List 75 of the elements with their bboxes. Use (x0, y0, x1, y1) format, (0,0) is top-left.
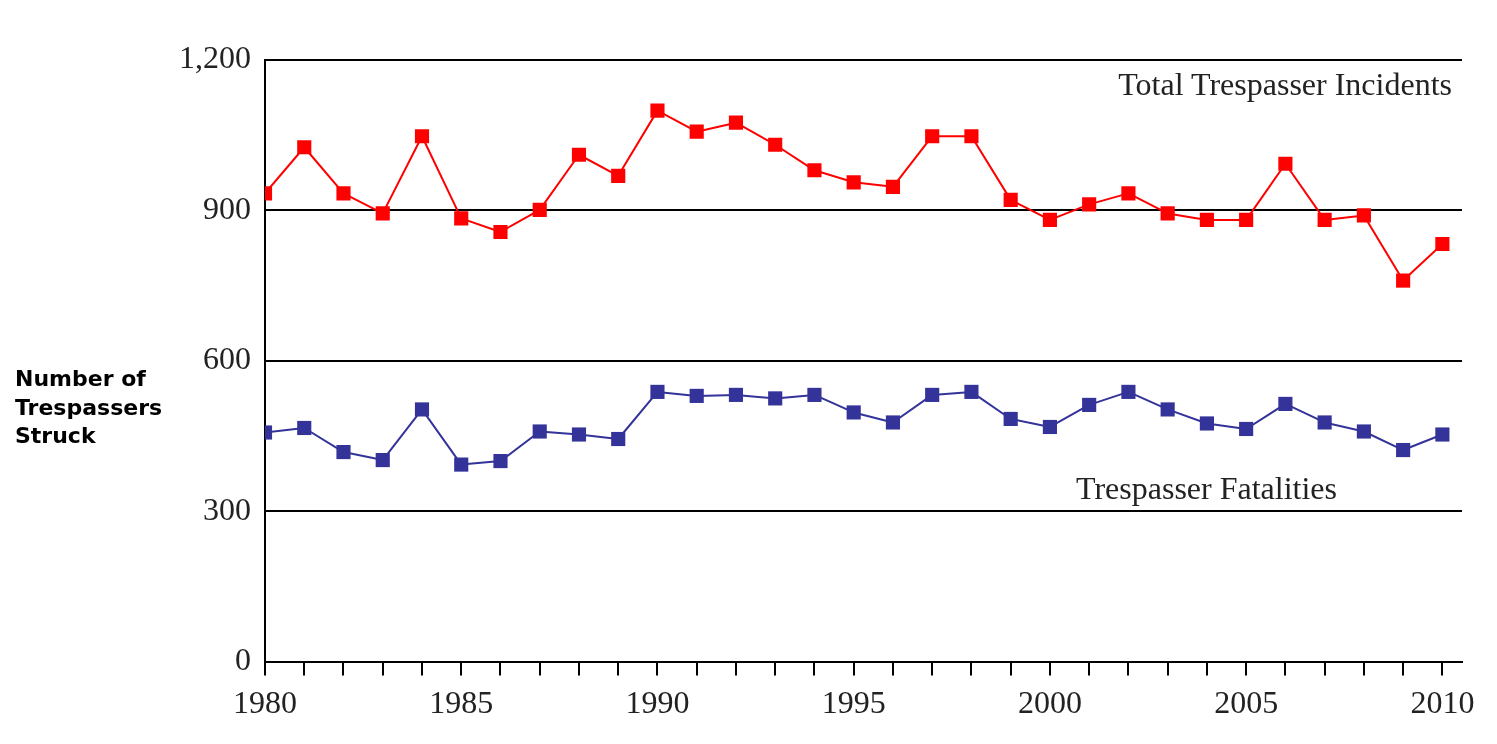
point (1317, 415, 1332, 430)
y-tick-label: 900 (203, 189, 251, 226)
point (297, 420, 312, 436)
point (336, 186, 351, 201)
point (493, 454, 508, 469)
point (689, 388, 704, 403)
point (807, 387, 822, 402)
y-tick-label: 0 (235, 641, 251, 678)
point (1160, 402, 1175, 417)
point (768, 391, 783, 406)
point (689, 124, 704, 139)
point (807, 163, 822, 178)
point (1396, 442, 1411, 458)
point (571, 427, 587, 442)
point (885, 415, 901, 430)
point (768, 137, 783, 152)
point (1042, 419, 1057, 435)
point (532, 202, 547, 217)
point (1435, 236, 1450, 252)
point (375, 206, 390, 221)
point (414, 402, 430, 417)
point (1396, 273, 1411, 288)
point (297, 140, 312, 155)
point (1199, 416, 1214, 431)
point (336, 444, 351, 460)
point (1042, 212, 1057, 227)
point (1160, 206, 1175, 221)
point (925, 129, 940, 144)
point (414, 129, 430, 144)
point (1239, 421, 1254, 437)
point (925, 387, 940, 402)
point (375, 452, 390, 468)
x-tick-label: 2000 (1017, 684, 1082, 721)
point (493, 224, 508, 240)
y-tick-label: 600 (203, 340, 251, 377)
point (1356, 424, 1371, 439)
point (611, 431, 626, 447)
point (650, 103, 665, 118)
point (1003, 192, 1018, 207)
point (1003, 411, 1018, 427)
point (1082, 397, 1097, 412)
x-tick-label: 1985 (429, 684, 494, 721)
point (1278, 156, 1293, 171)
point (1239, 212, 1254, 227)
y-tick-label: 1,200 (179, 39, 251, 76)
point (728, 115, 744, 130)
point (1199, 212, 1214, 227)
point (571, 147, 587, 162)
point (1121, 384, 1136, 399)
point (964, 384, 979, 399)
point (1121, 186, 1136, 201)
point (1082, 197, 1097, 212)
x-tick-label: 2005 (1214, 684, 1279, 721)
point (1435, 427, 1450, 442)
point (611, 168, 626, 183)
point (650, 384, 665, 399)
point (454, 211, 469, 226)
point (454, 457, 469, 472)
point (964, 129, 979, 144)
point (532, 424, 547, 439)
y-axis-title: Number of Trespassers Struck (15, 365, 164, 451)
x-tick-label: 1980 (233, 684, 297, 721)
point (728, 387, 744, 402)
point (1278, 396, 1293, 411)
y-tick-label: 300 (203, 490, 251, 527)
text: Total Trespasser Incidents (1118, 66, 1452, 103)
point (846, 405, 861, 420)
point (846, 175, 861, 190)
point (885, 179, 901, 194)
point (1317, 212, 1332, 227)
point (1356, 208, 1371, 223)
x-tick-label: 1995 (821, 684, 886, 721)
x-tick-label: 2010 (1410, 684, 1475, 721)
x-tick-label: 1990 (625, 684, 690, 721)
series-label: Trespasser Fatalities (1075, 469, 1337, 506)
